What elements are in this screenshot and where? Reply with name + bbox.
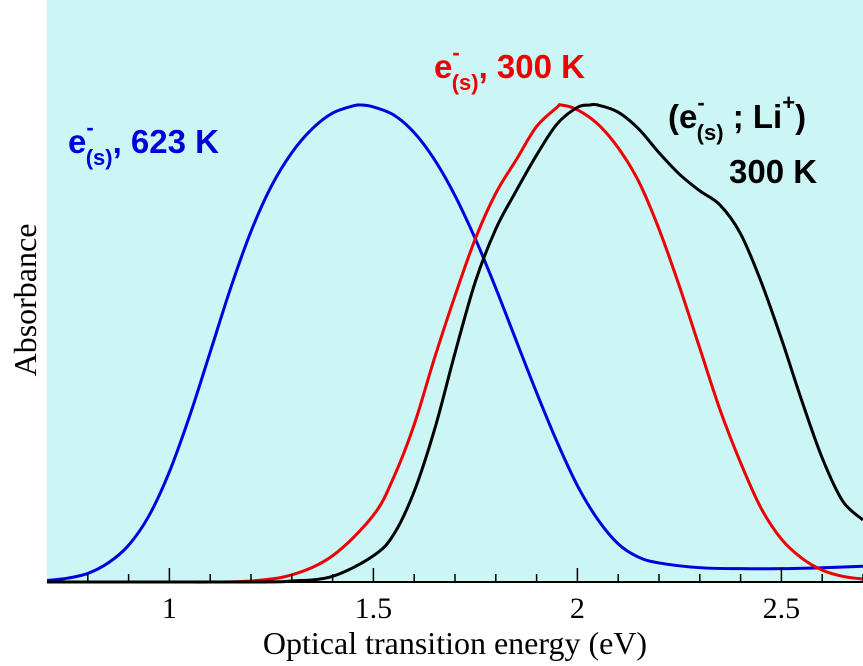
annotation-li-sub: (s) xyxy=(697,120,724,145)
annotation-li-line2: 300 K xyxy=(729,153,817,190)
annotation-300k-red-tail: , 300 K xyxy=(479,48,586,85)
annotation-623k-main: e xyxy=(68,123,86,160)
annotation-300k-red-main: e xyxy=(434,48,452,85)
x-tick-label: 1 xyxy=(162,592,177,625)
x-tick-label: 2 xyxy=(570,592,585,625)
annotation-623k-sup: - xyxy=(86,115,93,140)
annotation-623k-sub: (s) xyxy=(86,145,113,170)
annotation-li-sup1: - xyxy=(697,90,704,115)
annotation-623k: e- (s), 623 K xyxy=(68,115,219,170)
annotation-li-sup2: + xyxy=(782,90,795,115)
x-tick-label: 1.5 xyxy=(355,592,393,625)
curve-li-complex-300k xyxy=(46,102,863,584)
annotation-623k-tail: , 623 K xyxy=(113,123,220,160)
x-ticks-group: 1 1.5 2 2.5 xyxy=(87,568,863,625)
annotation-300k-red: e- (s), 300 K xyxy=(434,40,585,95)
annotation-300k-red-sup: - xyxy=(452,40,459,65)
annotation-li-open: (e xyxy=(668,98,697,135)
plot-background xyxy=(47,0,863,582)
y-axis-label: Absorbance xyxy=(7,224,43,377)
annotation-300k-red-sub: (s) xyxy=(452,70,479,95)
curve-300k-red xyxy=(46,103,863,584)
annotation-li-complex: (e- (s) ; Li+) xyxy=(668,90,806,145)
x-tick-label: 2.5 xyxy=(763,592,801,625)
curves-group xyxy=(46,102,863,584)
annotation-li-mid: ; Li xyxy=(724,98,783,135)
x-axis-label: Optical transition energy (eV) xyxy=(263,625,647,661)
annotation-li-close: ) xyxy=(795,98,806,135)
curve-623k xyxy=(46,103,863,583)
